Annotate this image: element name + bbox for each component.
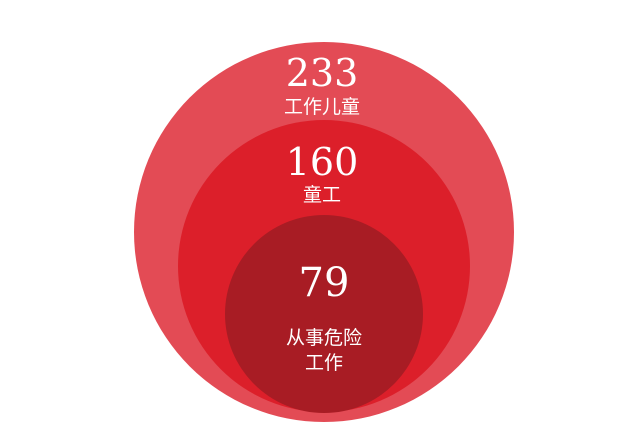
working-children-label: 工作儿童: [284, 96, 360, 118]
circle-hazardous-work: [225, 215, 423, 413]
working-children-value: 233: [286, 51, 359, 95]
hazardous-work-label-line-1: 从事危险: [286, 327, 362, 349]
child-labour-value: 160: [286, 140, 359, 184]
child-labour-label: 童工: [303, 184, 341, 206]
hazardous-work-value: 79: [299, 260, 350, 306]
hazardous-work-label-line-2: 工作: [305, 352, 343, 374]
